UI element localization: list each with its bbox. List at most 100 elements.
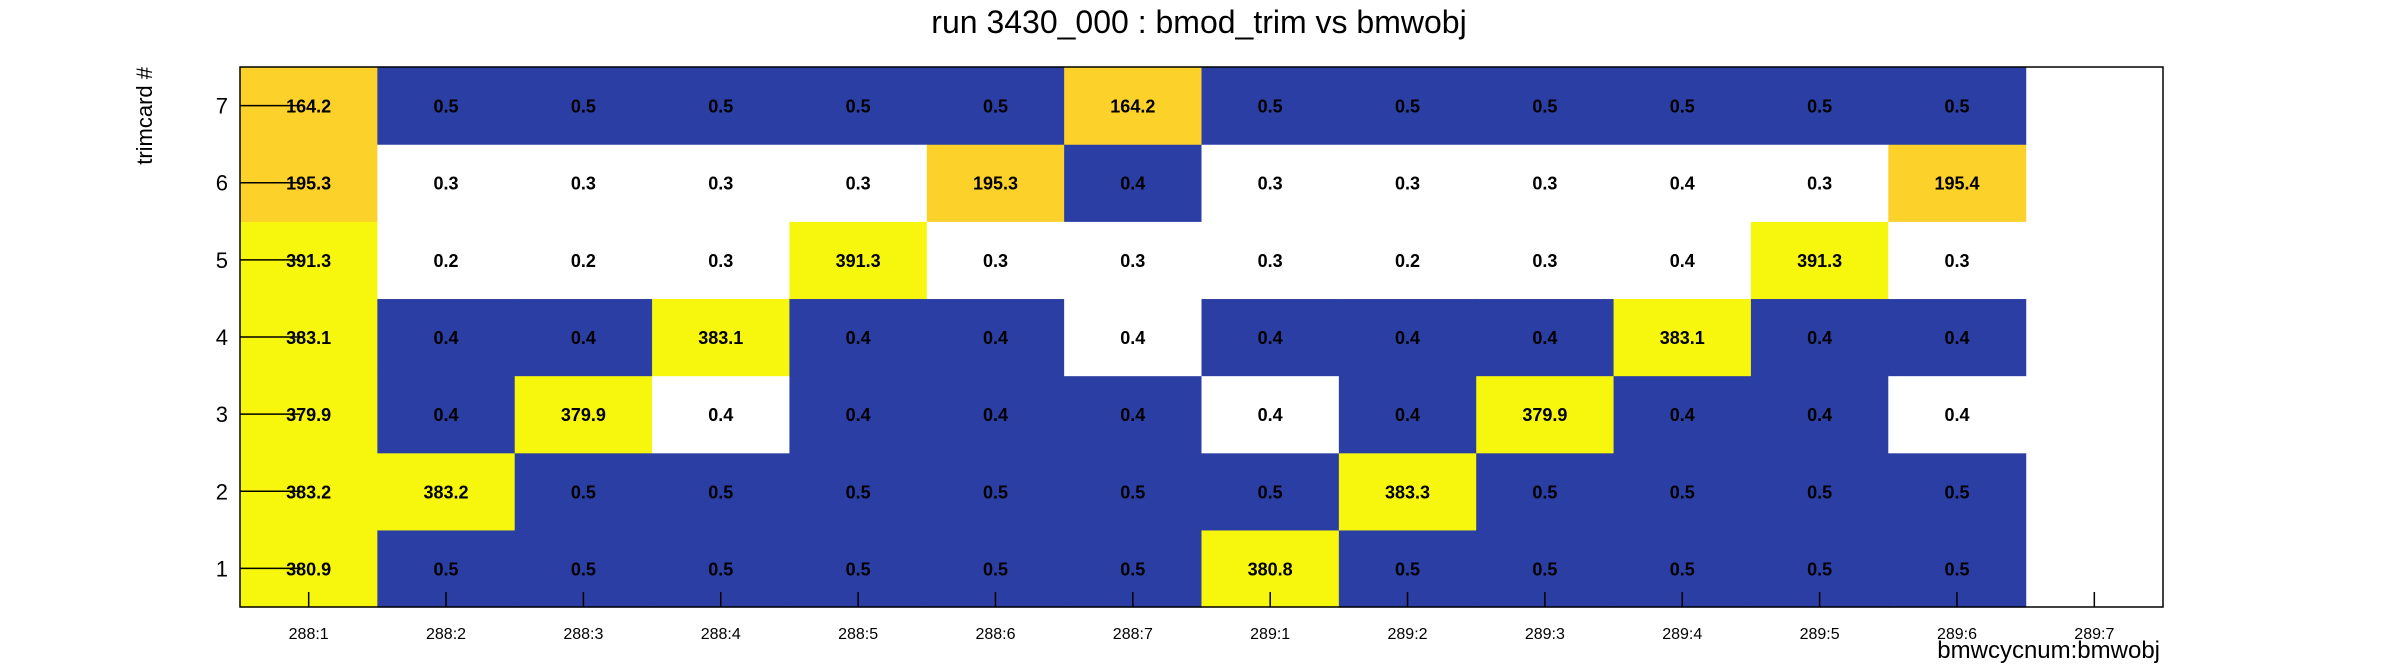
heatmap-cell: [1201, 144, 1340, 222]
cell-value-label: 0.5: [434, 559, 459, 579]
cell-value-label: 0.3: [983, 251, 1008, 271]
heatmap-cell: [1201, 298, 1340, 377]
cell-value-label: 0.3: [846, 174, 871, 194]
heatmap-cell: [652, 298, 791, 377]
cell-value-label: 383.3: [1385, 482, 1430, 502]
heatmap-cell: [1064, 452, 1203, 531]
cell-value-label: 0.5: [1944, 482, 1969, 502]
cell-value-label: 0.4: [983, 328, 1008, 348]
heatmap-cell: [926, 375, 1065, 454]
heatmap-cell: [1201, 67, 1340, 145]
y-tick-label: 1: [216, 556, 228, 581]
heatmap-cell: [1888, 221, 2027, 300]
heatmap-cell: [1613, 375, 1752, 454]
heatmap-cell: [1476, 144, 1615, 222]
cell-value-label: 0.5: [1807, 482, 1832, 502]
x-axis-label: bmwcycnum:bmwobj: [1937, 637, 2160, 664]
cell-value-label: 164.2: [286, 97, 331, 117]
cell-value-label: 0.5: [846, 97, 871, 117]
cell-value-label: 391.3: [1797, 251, 1842, 271]
cell-value-label: 0.4: [1807, 328, 1832, 348]
x-tick-label: 288:3: [563, 626, 603, 643]
y-tick-label: 6: [216, 171, 228, 196]
heatmap-cell: [1750, 298, 1889, 377]
cell-value-label: 0.4: [434, 328, 459, 348]
cell-value-label: 0.3: [1258, 251, 1283, 271]
cell-value-label: 0.4: [571, 328, 596, 348]
cell-value-label: 0.4: [1120, 405, 1145, 425]
cell-value-label: 383.1: [698, 328, 743, 348]
heatmap-cell: [1750, 221, 1889, 300]
heatmap-cell: [1888, 144, 2027, 222]
heatmap-cell: [1613, 298, 1752, 377]
heatmap-cell: [1613, 452, 1752, 531]
heatmap-cell: [1201, 375, 1340, 454]
cell-value-label: 0.3: [1395, 174, 1420, 194]
x-tick-label: 288:5: [838, 626, 878, 643]
y-tick-label: 5: [216, 248, 228, 273]
cell-value-label: 0.5: [1395, 97, 1420, 117]
heatmap-cell: [652, 144, 791, 222]
heatmap-cell: [1750, 67, 1889, 145]
cell-value-label: 0.5: [983, 482, 1008, 502]
heatmap-cell: [1064, 375, 1203, 454]
heatmap-cell: [926, 67, 1065, 145]
heatmap-cell: [377, 298, 516, 377]
heatmap-cell: [789, 298, 928, 377]
heatmap-cell: [1476, 452, 1615, 531]
heatmap-cell: [1201, 452, 1340, 531]
heatmap-cell: [377, 452, 516, 531]
heatmap-cell: [1064, 298, 1203, 377]
heatmap-cell: [1888, 298, 2027, 377]
cell-value-label: 195.3: [286, 174, 331, 194]
heatmap-cell: [652, 221, 791, 300]
cell-value-label: 0.5: [434, 97, 459, 117]
heatmap-cell: [789, 67, 928, 145]
heatmap-cell: [1064, 67, 1203, 145]
heatmap-cell: [1750, 375, 1889, 454]
x-tick-label: 289:2: [1388, 626, 1428, 643]
cell-value-label: 0.4: [1532, 328, 1557, 348]
heatmap-cell: [652, 452, 791, 531]
cell-value-label: 0.5: [1670, 97, 1695, 117]
heatmap-cell: [789, 144, 928, 222]
x-axis-ticks: 288:1 288:2 288:3 288:4 288:5 288:6 288:7 289:1…: [289, 592, 2114, 643]
cell-value-label: 0.5: [1944, 559, 1969, 579]
heatmap-cell: [514, 375, 653, 454]
cell-value-label: 0.2: [1395, 251, 1420, 271]
heatmap-cell: [926, 221, 1065, 300]
plot-frame: [239, 66, 2164, 608]
cell-value-label: 0.4: [1944, 328, 1969, 348]
cell-value-label: 0.5: [983, 559, 1008, 579]
cell-value-label: 0.3: [1807, 174, 1832, 194]
cell-value-label: 0.3: [1258, 174, 1283, 194]
heatmap-cell: [1338, 452, 1477, 531]
cell-value-label: 0.5: [708, 97, 733, 117]
heatmap-cell: [652, 375, 791, 454]
heatmap-cell: [1613, 67, 1752, 145]
heatmap-cell: [1338, 298, 1477, 377]
cell-value-label: 391.3: [286, 251, 331, 271]
cell-value-label: 0.5: [1532, 482, 1557, 502]
cell-value-label: 195.4: [1934, 174, 1979, 194]
heatmap-cell: [1201, 221, 1340, 300]
cell-value-label: 0.5: [1532, 559, 1557, 579]
heatmap-cell: [789, 221, 928, 300]
x-tick-label: 288:4: [701, 626, 741, 643]
heatmap-cell: [1888, 67, 2027, 145]
heatmap-cell: [926, 298, 1065, 377]
cell-value-label: 0.5: [983, 97, 1008, 117]
cell-value-label: 0.3: [1532, 251, 1557, 271]
heatmap-cell: [1338, 375, 1477, 454]
heatmap-cell: [1476, 375, 1615, 454]
cell-value-label: 0.4: [434, 405, 459, 425]
heatmap-cell: [377, 144, 516, 222]
cell-value-label: 0.2: [571, 251, 596, 271]
x-tick-label: 289:4: [1662, 626, 1702, 643]
x-tick-label: 288:1: [289, 626, 329, 643]
cell-value-label: 0.4: [983, 405, 1008, 425]
cell-value-label: 0.5: [1120, 482, 1145, 502]
heatmap-cell: [514, 67, 653, 145]
cell-value-label: 0.5: [1395, 559, 1420, 579]
